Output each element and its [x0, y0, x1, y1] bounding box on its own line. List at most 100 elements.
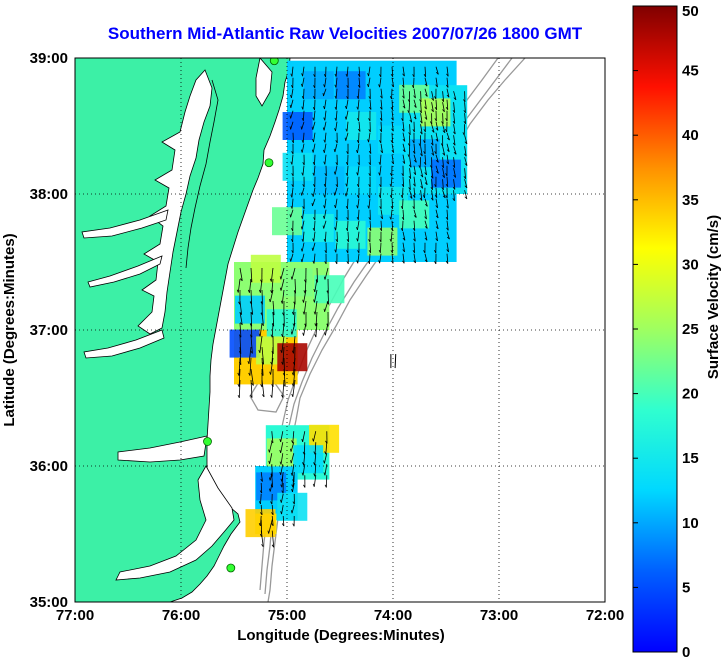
velocity-vector-head [452, 142, 456, 146]
velocity-vector-head [452, 186, 456, 190]
velocity-vector [323, 220, 327, 229]
velocity-vector-head [446, 94, 450, 98]
land-mass [75, 58, 291, 602]
velocity-vector [357, 165, 360, 176]
velocity-vector-head [300, 192, 303, 196]
hf-radar-station [226, 563, 236, 573]
velocity-cell [335, 71, 366, 100]
velocity-vector-head [356, 205, 359, 209]
velocity-vector [464, 179, 468, 188]
velocity-vector-head [346, 85, 349, 89]
velocity-vector-head [446, 149, 450, 153]
velocity-vector [248, 346, 252, 365]
velocity-vector [280, 453, 284, 465]
velocity-vector-head [429, 121, 433, 125]
velocity-vector-head [435, 170, 439, 174]
velocity-vector [324, 132, 327, 143]
velocity-vector [446, 132, 450, 141]
velocity-vector [303, 322, 307, 336]
velocity-vector [453, 113, 456, 124]
velocity-vector [301, 187, 305, 196]
velocity-vector [239, 311, 243, 325]
velocity-vector [312, 143, 316, 153]
velocity-vector [315, 322, 318, 338]
velocity-vector-head [419, 197, 423, 201]
velocity-vector [357, 209, 360, 220]
velocity-cell [314, 275, 345, 304]
velocity-vector-head [445, 260, 449, 264]
velocity-vector-head [442, 152, 445, 156]
velocity-vector-head [463, 121, 466, 124]
x-tick-label: 72:00 [586, 607, 624, 624]
velocity-vector-head [335, 184, 338, 188]
velocity-vector-head [289, 258, 292, 262]
velocity-vector-head [378, 161, 381, 165]
velocity-vector-head [311, 193, 314, 197]
y-tick-label: 36:00 [30, 458, 68, 475]
velocity-vector-head [367, 73, 369, 77]
velocity-vector [380, 121, 382, 132]
velocity-vector [280, 442, 284, 453]
velocity-vector-head [324, 332, 326, 336]
velocity-vector-head [408, 132, 411, 136]
velocity-vector [292, 368, 296, 387]
velocity-cell [234, 295, 265, 324]
velocity-vector-head [424, 106, 427, 110]
velocity-vector [302, 165, 305, 176]
velocity-vector [237, 278, 241, 293]
velocity-vector-head [356, 260, 359, 264]
velocity-vector [261, 357, 264, 376]
velocity-vector [335, 110, 338, 121]
velocity-vector [291, 154, 294, 165]
velocity-vector [446, 198, 449, 209]
velocity-vector-head [368, 184, 371, 188]
velocity-vector-head [237, 372, 240, 376]
velocity-vector [391, 253, 394, 264]
velocity-vector [431, 179, 433, 190]
velocity-vector [379, 253, 382, 264]
velocity-vector [239, 300, 243, 315]
velocity-vector-head [430, 197, 434, 201]
velocity-vector [335, 66, 338, 77]
velocity-vector-head [322, 93, 324, 97]
velocity-vector [325, 442, 328, 455]
velocity-vector-head [380, 95, 383, 99]
velocity-vector-head [335, 162, 338, 166]
velocity-vector [345, 187, 349, 197]
velocity-vector-head [412, 194, 416, 198]
velocity-vector-head [291, 383, 294, 387]
velocity-vector-head [452, 164, 456, 168]
velocity-vector [290, 110, 294, 119]
velocity-vector [435, 231, 438, 241]
velocity-vector [379, 154, 382, 165]
velocity-vector-head [407, 99, 410, 103]
velocity-vector-head [357, 162, 360, 166]
velocity-vector-head [345, 183, 348, 187]
velocity-vector-head [452, 198, 455, 202]
velocity-vector-head [291, 140, 294, 144]
velocity-vector-head [401, 84, 405, 88]
velocity-vector [380, 110, 383, 121]
velocity-vector-head [280, 499, 282, 503]
velocity-vector-head [300, 259, 303, 263]
velocity-vector [368, 132, 371, 143]
velocity-vector-head [312, 161, 315, 165]
velocity-vector [260, 530, 264, 547]
colorbar-tick-label: 10 [682, 515, 699, 532]
velocity-vector-head [368, 250, 371, 253]
velocity-vector [413, 165, 417, 175]
hf-radar-station [269, 58, 279, 66]
velocity-vector [442, 91, 445, 102]
velocity-vector-head [292, 501, 295, 505]
velocity-vector-head [356, 172, 359, 176]
velocity-vector [324, 198, 327, 209]
delmarva-coastline [185, 79, 219, 269]
velocity-vector-head [423, 151, 426, 155]
velocity-vector-head [301, 472, 304, 476]
velocity-vector [442, 146, 446, 156]
velocity-vector-head [312, 238, 315, 242]
velocity-vector [259, 322, 263, 337]
velocity-vector [290, 253, 294, 262]
velocity-vector [413, 209, 417, 218]
velocity-vector-head [434, 96, 437, 100]
